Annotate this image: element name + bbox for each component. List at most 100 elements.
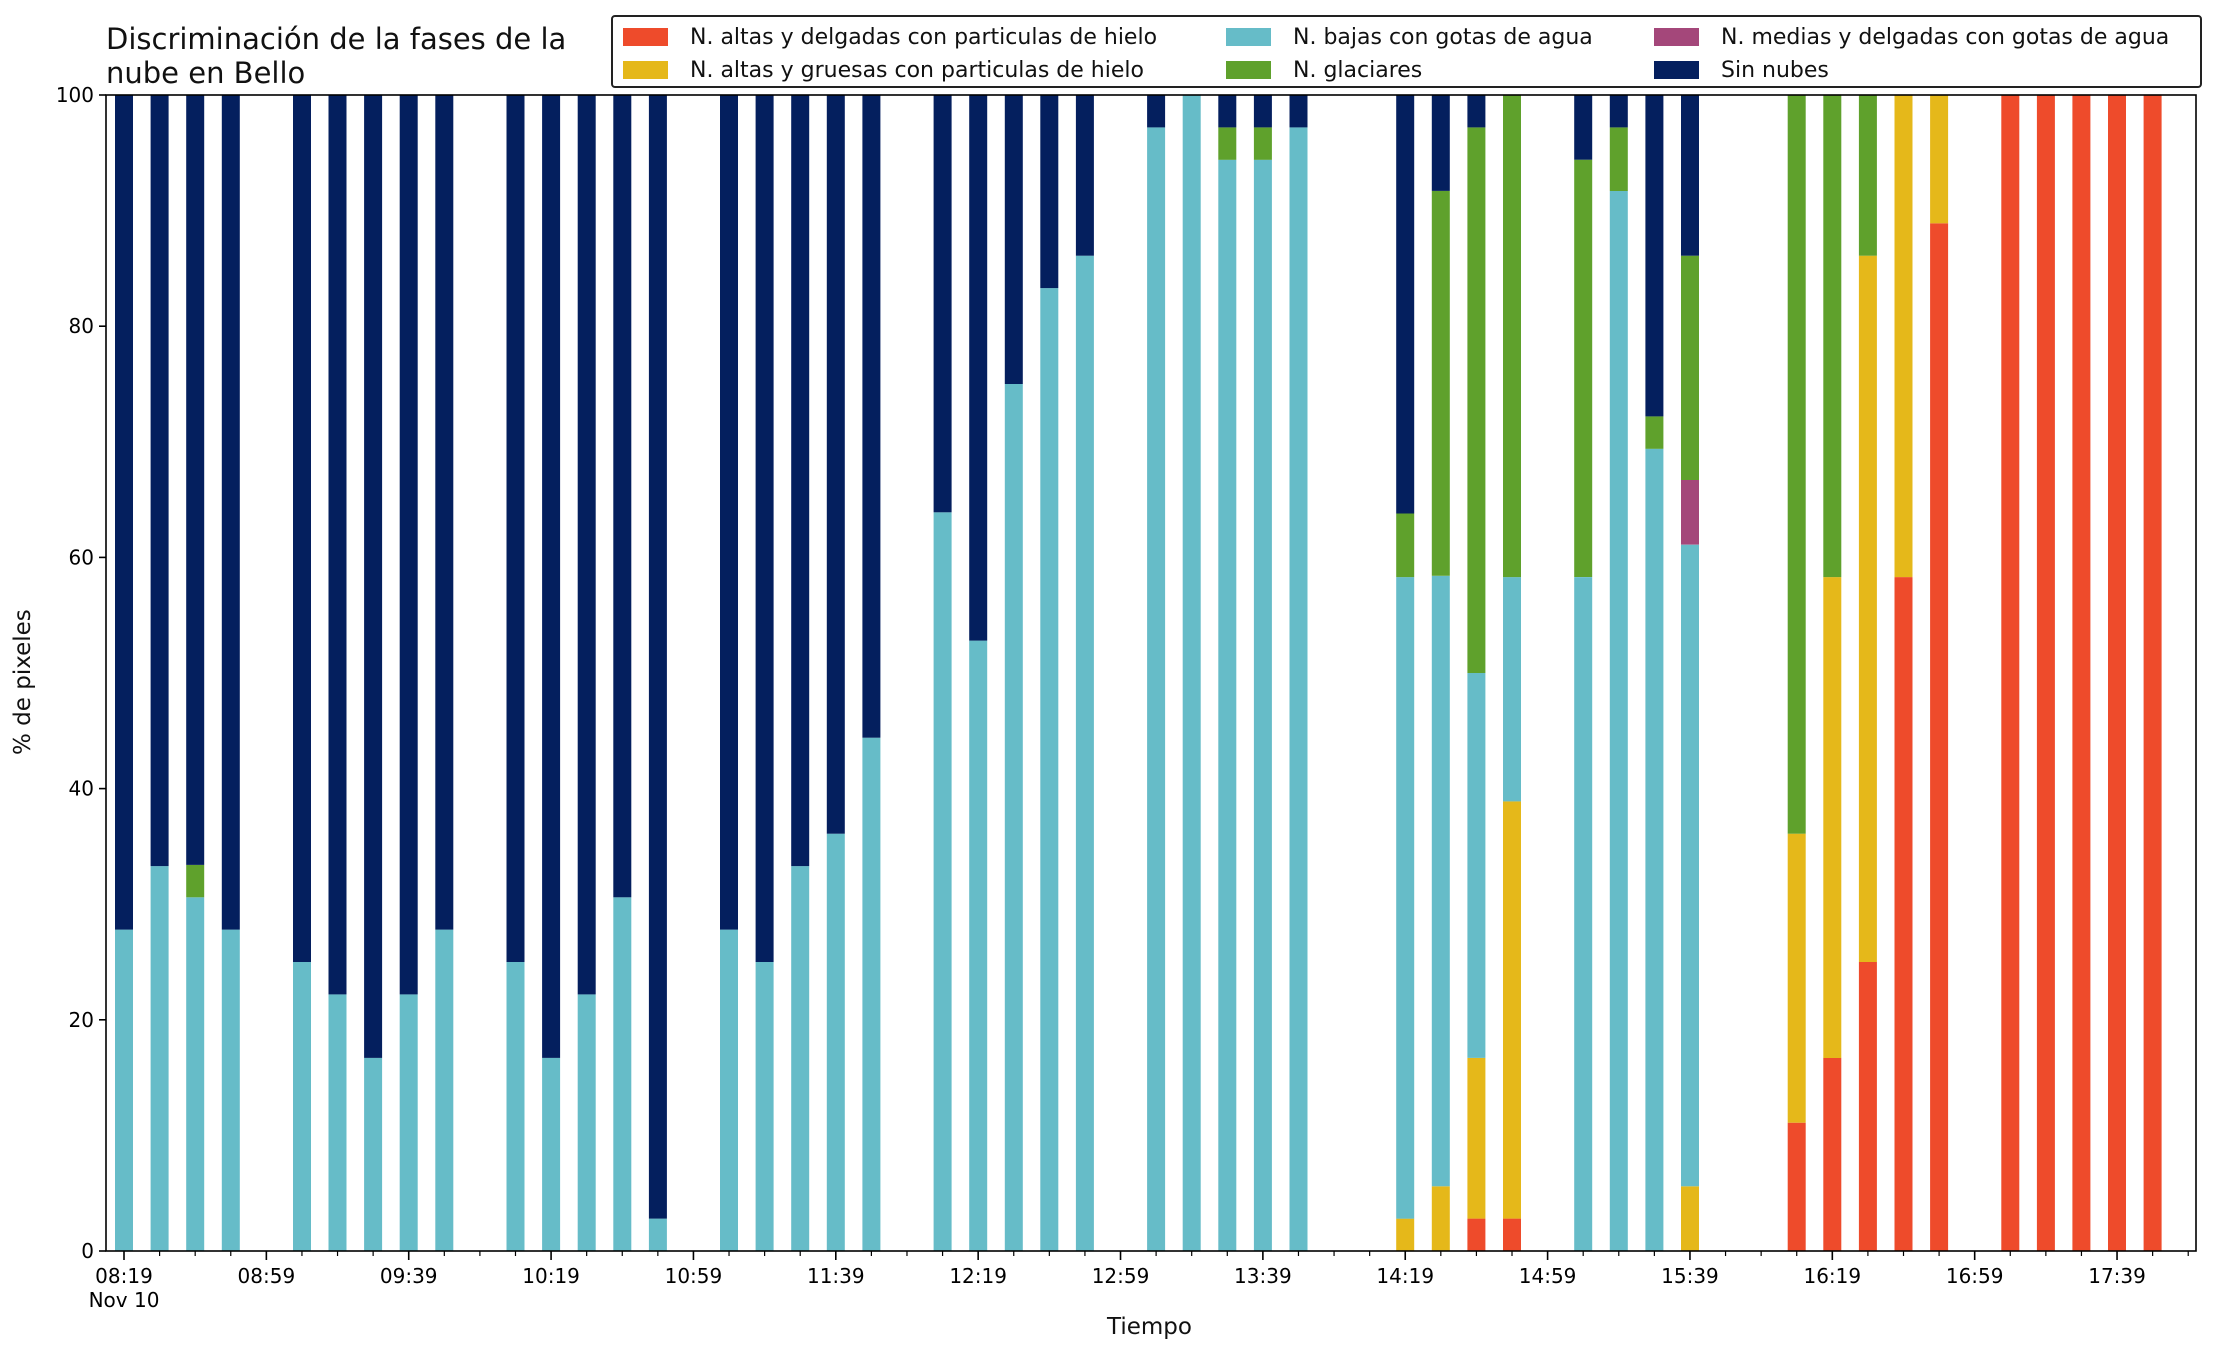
bar-segment [648,1218,667,1251]
bar-segment [150,95,169,867]
bar-segment [1467,95,1486,128]
bar-segment [1681,1186,1699,1251]
bar-segment [1396,513,1415,578]
legend-label: N. altas y delgadas con particulas de hi… [690,24,1158,50]
bar-segment [2001,95,2020,1251]
legend-item-bajas-gotas: N. bajas con gotas de agua [1226,22,1593,52]
x-tick-label: 14:19 [1376,1264,1434,1288]
bar-segment [1218,127,1237,160]
legend-label: N. glaciares [1293,57,1423,83]
bar-segment [506,962,525,1251]
bar-segment [328,95,347,995]
bar-segment [1645,448,1664,1251]
bar-segment [1645,95,1664,417]
bar-segment [1503,801,1521,1219]
bar-segment [1681,255,1699,480]
y-tick-label: 20 [69,1008,94,1032]
bar-segment [1253,159,1272,1252]
bar-segment [1396,1218,1415,1251]
bar-segment [2108,95,2126,1251]
bar-segment [1004,95,1023,384]
bar-segment [1431,1186,1450,1251]
x-tick-label: 09:39 [380,1264,438,1288]
bar-segment [1431,575,1450,1187]
bar-segment [1787,95,1806,834]
bar-segment [1253,127,1272,160]
bar-segment [542,1057,561,1251]
bar-segment [791,95,810,867]
bar-segment [2036,95,2055,1251]
y-tick-label: 100 [56,83,94,107]
bar-segment [186,864,205,898]
bar-segment [1431,190,1450,576]
bar-segment [1396,95,1415,514]
bar-segment [577,95,596,995]
bar-segment [720,95,738,930]
x-tick-label: 16:19 [1803,1264,1861,1288]
bar-segment [1253,95,1272,128]
bar-segment [1930,223,1949,1251]
bar-segment [862,737,881,1251]
bar-segment [1467,127,1486,673]
legend-item-altas-delgadas: N. altas y delgadas con particulas de hi… [623,22,1157,52]
x-tick-label: 10:59 [665,1264,723,1288]
legend-item-altas-gruesas: N. altas y gruesas con particulas de hie… [623,55,1144,85]
bar-segment [115,929,133,1251]
x-tick-label: 16:59 [1946,1264,2004,1288]
legend-label: Sin nubes [1721,57,1829,83]
legend-swatch [623,28,668,46]
bar-segment [1467,673,1486,1058]
x-tick-label: 08:59 [238,1264,296,1288]
bar-segment [1823,577,1842,1058]
x-tick-label: 12:59 [1092,1264,1150,1288]
legend-swatch [1654,61,1699,79]
bar-segment [1147,127,1166,1251]
bar-segment [186,95,205,865]
x-tick-label: 11:39 [807,1264,865,1288]
chart-title-line-2: nube en Bello [106,56,306,90]
bar-segment [1823,95,1842,578]
bar-segment [328,994,347,1251]
bar-segment [1431,95,1450,191]
x-tick-label: 15:39 [1661,1264,1719,1288]
chart-title-line-1: Discriminación de la fases de la [106,22,567,56]
bar-segment [1681,95,1699,256]
x-tick-label: 12:19 [949,1264,1007,1288]
bar-segment [933,512,952,1251]
bar-segment [1503,1218,1521,1251]
x-tick-label: 17:39 [2088,1264,2146,1288]
bar-segment [1467,1218,1486,1251]
bar-segment [435,929,454,1251]
legend-item-sin-nubes: Sin nubes [1654,55,1829,85]
bar-segment [2143,95,2162,1251]
bar-segment [1858,95,1877,256]
legend-item-glaciares: N. glaciares [1226,55,1422,85]
bar-segment [399,95,418,995]
bar-segment [2072,95,2091,1251]
bar-segment [1147,95,1166,128]
bar-segment [1040,95,1059,289]
x-axis-label: Tiempo [1107,1314,1192,1340]
bar-segment [1574,577,1593,1251]
bar-segment [826,833,845,1251]
plot-frame [105,94,2197,1252]
bar-segment [755,95,774,962]
bar-segment [791,866,810,1251]
chart-legend: N. altas y delgadas con particulas de hi… [611,15,2202,88]
bar-segment [1004,384,1023,1251]
bar-segment [1609,95,1628,128]
y-tick-label: 80 [69,314,94,338]
bar-segment [1681,479,1699,545]
bar-segment [399,994,418,1251]
bar-segment [969,95,988,641]
bar-segment [755,962,774,1251]
bar-segment [1396,577,1415,1219]
bar-segment [1645,416,1664,449]
bar-segment [826,95,845,834]
bar-segment [1182,95,1201,1251]
x-tick-label: 10:19 [522,1264,580,1288]
y-tick-label: 0 [81,1239,94,1263]
bar-segment [186,897,205,1251]
bar-segment [293,95,311,962]
